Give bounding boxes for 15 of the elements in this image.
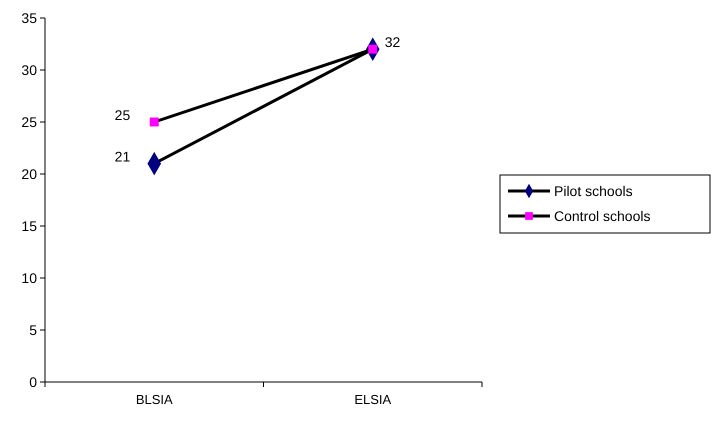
data-label: 25: [114, 107, 130, 123]
y-tick-label: 0: [29, 374, 38, 390]
legend-label: Pilot schools: [554, 182, 633, 199]
data-label: 32: [384, 34, 401, 50]
legend-label: Control schools: [554, 208, 650, 224]
y-tick-label: 20: [21, 166, 38, 182]
data-label: 21: [114, 148, 130, 165]
y-tick-label: 30: [21, 62, 38, 78]
y-tick-label: 10: [21, 270, 38, 286]
x-tick-label: ELSIA: [354, 392, 392, 407]
y-tick-label: 25: [21, 114, 38, 130]
y-tick-label: 5: [29, 322, 38, 338]
y-tick-label: 35: [21, 10, 38, 26]
y-tick-label: 15: [21, 218, 38, 234]
x-tick-label: BLSIA: [136, 392, 174, 407]
